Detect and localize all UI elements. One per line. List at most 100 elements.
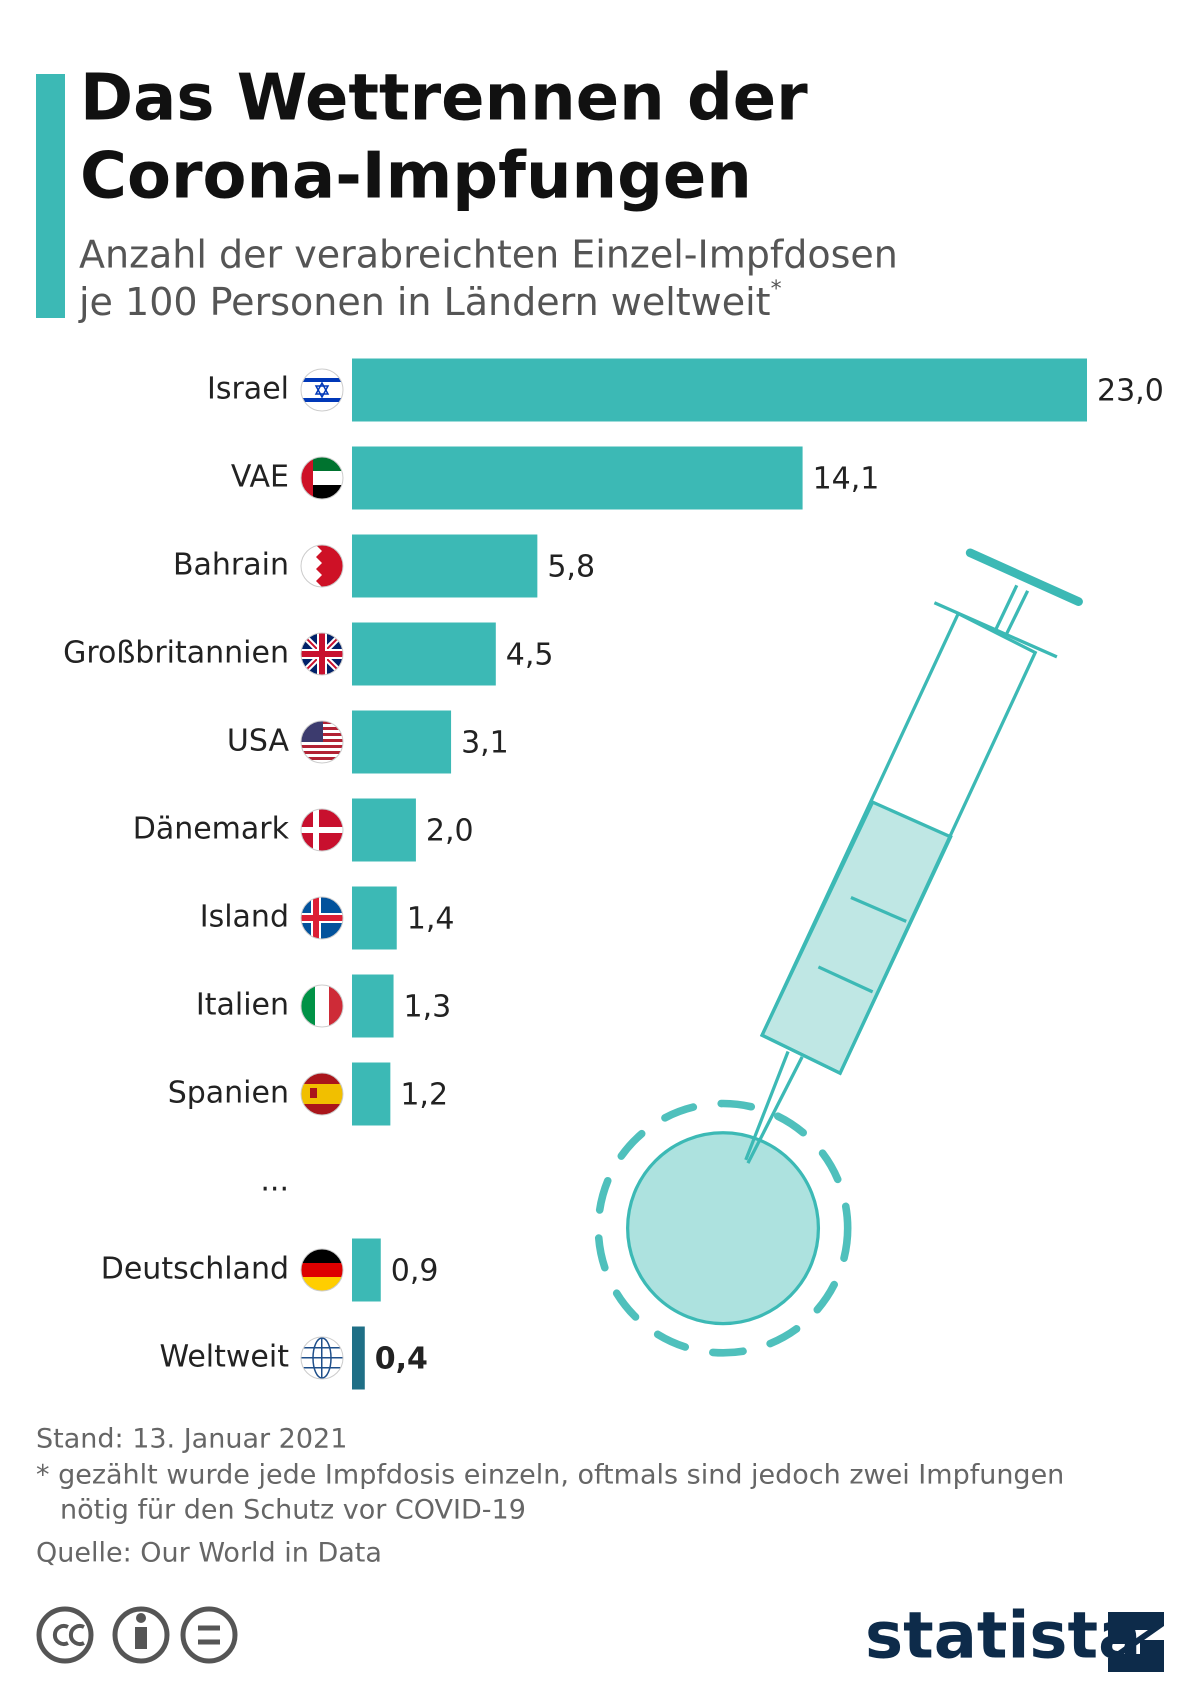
flag — [301, 369, 343, 411]
flag-part — [314, 385, 330, 399]
category-label: Großbritannien — [63, 636, 289, 671]
flag-part — [301, 915, 343, 921]
flag-part — [321, 1337, 323, 1379]
flag-part — [319, 633, 325, 675]
flag-ring — [300, 808, 344, 852]
flag-part — [314, 381, 330, 395]
flag — [301, 1073, 343, 1115]
category-label: Island — [200, 900, 289, 935]
value-label: 23,0 — [1097, 374, 1164, 409]
flag-icon — [300, 1248, 344, 1292]
category-label: Deutschland — [101, 1252, 289, 1287]
flag-part — [301, 378, 343, 382]
category-label: Italien — [196, 988, 289, 1023]
flag-icon — [300, 632, 344, 676]
category-label: VAE — [231, 460, 289, 495]
brand-logo: statista — [865, 1600, 1141, 1674]
flag-part — [301, 745, 343, 748]
footnote: nötig für den Schutz vor COVID-19 — [60, 1495, 526, 1526]
bar — [352, 1238, 381, 1302]
flag-ring — [300, 720, 344, 764]
flag-part — [301, 369, 343, 411]
bar — [352, 534, 538, 598]
flag-ring — [300, 632, 344, 676]
flag-part — [301, 1277, 343, 1291]
flag-part — [310, 1088, 317, 1098]
flag-icon — [300, 456, 344, 500]
category-label: Spanien — [168, 1076, 289, 1111]
flag-icon — [300, 720, 344, 764]
flag-icon — [300, 1336, 344, 1380]
syringe-illustration — [594, 548, 1083, 1357]
flag — [301, 457, 343, 499]
flag-part — [301, 1263, 343, 1277]
value-label: 0,9 — [391, 1254, 439, 1289]
flag-ring — [300, 1336, 344, 1380]
flag-part — [301, 757, 343, 760]
bar — [352, 358, 1087, 422]
category-label: Israel — [207, 372, 289, 407]
flag-ring — [300, 984, 344, 1028]
flag-ring — [300, 544, 344, 588]
flag-ring — [300, 1248, 344, 1292]
title-line: Corona-Impfungen — [80, 140, 752, 214]
value-label: 1,2 — [400, 1078, 448, 1113]
bar — [352, 1326, 365, 1390]
flag-icon — [300, 544, 344, 588]
category-label: Weltweit — [159, 1340, 289, 1375]
flag-icon — [300, 896, 344, 940]
value-label: 5,8 — [547, 550, 595, 585]
subtitle-text: je 100 Personen in Ländern weltweit — [78, 280, 771, 324]
bar — [352, 446, 803, 510]
flag-part — [313, 897, 319, 939]
flag-icon — [300, 808, 344, 852]
value-label: 1,4 — [407, 902, 455, 937]
bar — [352, 622, 496, 686]
flag-ring — [300, 896, 344, 940]
flag-part — [329, 985, 343, 1027]
title-line: Das Wettrennen der — [80, 62, 808, 136]
category-label: Dänemark — [133, 812, 290, 847]
bar — [352, 798, 416, 862]
value-label: 1,3 — [404, 990, 452, 1025]
flag-part — [301, 398, 343, 402]
value-label: 0,4 — [375, 1342, 428, 1377]
bar — [352, 710, 452, 774]
flag-ring — [300, 1072, 344, 1116]
flag-part — [301, 751, 343, 754]
flag-icon — [300, 368, 344, 412]
value-label: 4,5 — [506, 638, 554, 673]
flag-part — [313, 809, 319, 851]
brand-mark — [1108, 1612, 1164, 1672]
flag-part — [301, 545, 322, 587]
flag-ring — [300, 456, 344, 500]
flag — [301, 633, 343, 675]
flag-part — [301, 985, 315, 1027]
date-note: Stand: 13. Januar 2021 — [36, 1424, 347, 1455]
bar — [352, 974, 394, 1038]
category-label: USA — [227, 724, 290, 759]
value-label: 14,1 — [813, 462, 880, 497]
category-label: ... — [260, 1164, 289, 1199]
flag — [301, 721, 343, 763]
accent-bar — [36, 74, 65, 318]
subtitle-line: je 100 Personen in Ländern weltweit* — [78, 277, 782, 324]
flag-part — [301, 827, 343, 833]
license-icons — [36, 1606, 238, 1664]
value-label: 3,1 — [461, 726, 509, 761]
flag — [301, 1249, 343, 1291]
flag-icon — [300, 984, 344, 1028]
flag-icon — [300, 1072, 344, 1116]
bar — [352, 1062, 391, 1126]
category-label: Bahrain — [173, 548, 289, 583]
flag-part — [301, 1084, 343, 1104]
footnote: * gezählt wurde jede Impfdosis einzeln, … — [36, 1460, 1064, 1491]
flag — [301, 897, 343, 939]
subtitle-mark: * — [771, 277, 782, 302]
flag — [301, 985, 343, 1027]
bar — [352, 886, 397, 950]
flag-ring — [300, 368, 344, 412]
subtitle-line: Anzahl der verabreichten Einzel-Impfdose… — [79, 233, 898, 277]
source: Quelle: Our World in Data — [36, 1538, 382, 1569]
